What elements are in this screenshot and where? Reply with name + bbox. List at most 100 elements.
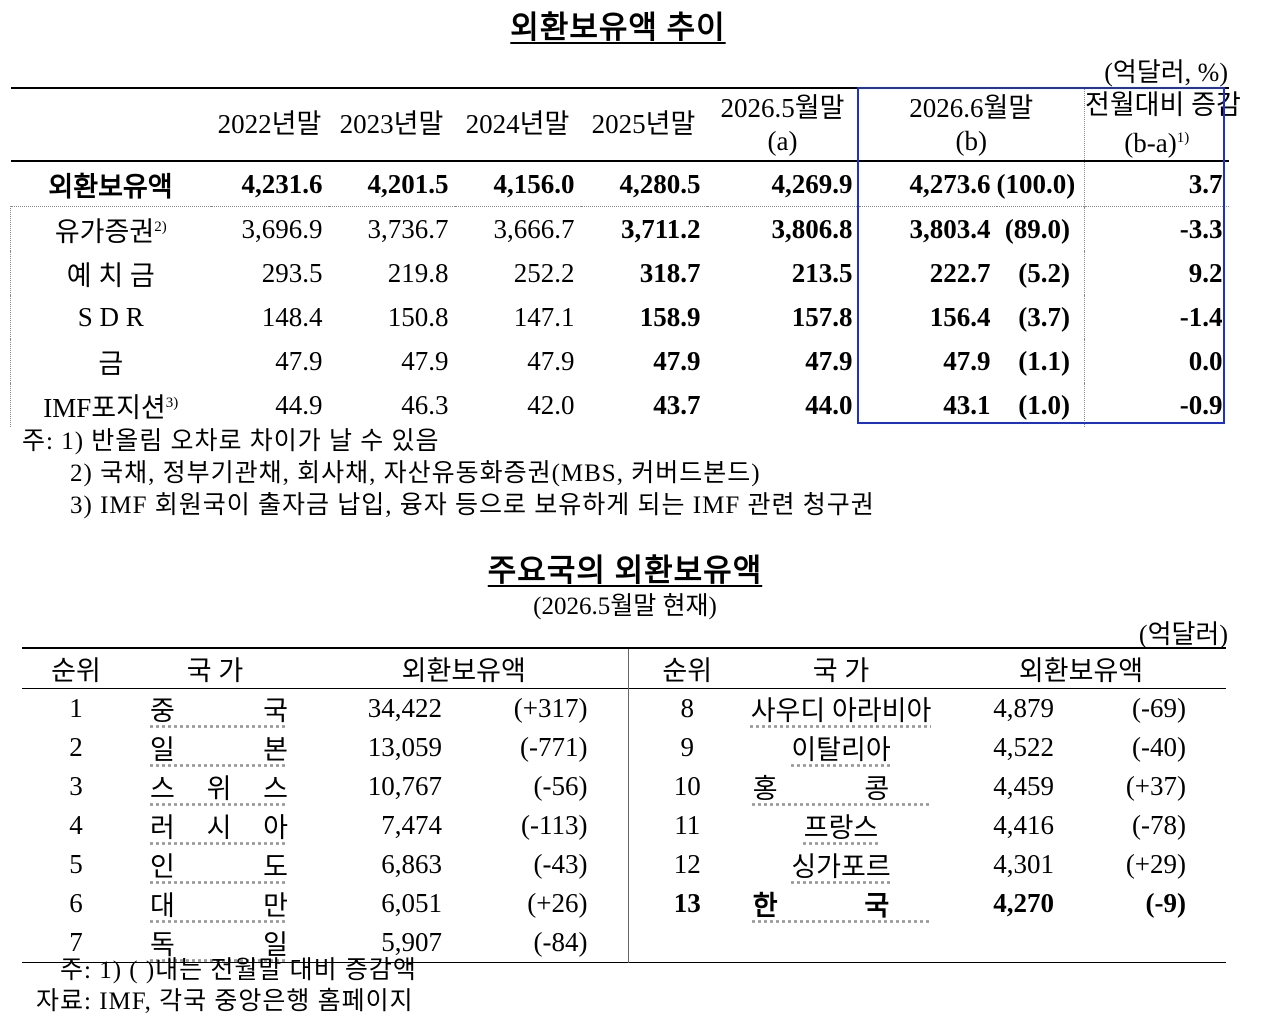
cell-diff: -0.9: [1084, 383, 1229, 427]
rank-right: [627, 923, 747, 963]
cell-v2025: 43.7: [653, 389, 701, 420]
value-right: 4,270: [993, 888, 1055, 918]
header-2026-5: 2026.5월말 (a): [707, 88, 859, 161]
row-label-text: IMF포지션: [43, 392, 166, 423]
country-name: 홍 콩: [752, 774, 930, 804]
table1-note-1: 주: 1) 반올림 오차로 차이가 날 수 있음: [22, 428, 440, 455]
table2-subtitle: (2026.5월말 현재): [533, 593, 717, 620]
rank-right: 12: [627, 845, 747, 884]
table2-row: 3 스 위 스 10,767 (-56) 10 홍 콩 4,459 (+37): [22, 767, 1226, 806]
header-2026-5-line1: 2026.5월말: [720, 92, 845, 123]
rank-left: 7: [69, 927, 83, 957]
table2-row: 7 독 일 5,907 (-84): [22, 923, 1227, 963]
cell-v2024: 4,156.0: [493, 168, 575, 199]
value-left: 6,051: [381, 888, 442, 918]
row-label: 금: [10, 339, 211, 383]
row-label-text: 예 치 금: [66, 260, 155, 291]
cell-v2026-5: 4,269.9: [771, 168, 853, 199]
country-right: 한 국: [746, 884, 936, 923]
country-right: [746, 923, 936, 963]
value-right: 4,416: [993, 810, 1055, 840]
rank-right: 13: [627, 884, 747, 923]
change-left: (-84): [533, 927, 588, 957]
table1-row: S D R 148.4 150.8 147.1 158.9 157.8 156.4 (3.7)…: [10, 295, 1229, 339]
country-left: 인 도: [130, 845, 300, 884]
cell-share: (100.0): [996, 168, 1076, 199]
header-2024: 2024년말: [465, 109, 570, 139]
row-label: IMF포지션3): [10, 383, 211, 427]
country-left: 중 국: [130, 689, 300, 729]
row-label: 예 치 금: [10, 251, 211, 295]
cell-v2026-6: 3,803.4: [909, 213, 991, 244]
cell-v2025: 4,280.5: [619, 168, 701, 199]
cell-v2024: 147.1: [513, 301, 575, 332]
cell-v2025: 318.7: [639, 257, 701, 288]
major-countries-table: 순위 국 가 외환보유액 순위 국 가 외환보유액 1 중 국 34,422 (+31…: [22, 647, 1227, 963]
rank-right: 10: [627, 767, 747, 806]
table2-header-row: 순위 국 가 외환보유액 순위 국 가 외환보유액: [22, 648, 1227, 689]
header-2026-6: 2026.6월말 (b): [859, 88, 1085, 161]
cell-v2026-5: 3,806.8: [771, 213, 853, 244]
cell-v2023: 4,201.5: [367, 168, 449, 199]
change-right: (-78): [1132, 810, 1187, 840]
value-left: 10,767: [367, 771, 442, 801]
rank-left: 6: [69, 888, 83, 918]
country-name: 인 도: [150, 852, 288, 882]
table2-source: 자료: IMF, 각국 중앙은행 홈페이지: [36, 988, 414, 1015]
cell-v2026-5: 47.9: [805, 345, 853, 376]
cell-v2025: 47.9: [653, 345, 701, 376]
highlight-box: [857, 87, 1225, 424]
header-reserves-right: 외환보유액: [1018, 656, 1144, 686]
country-right: 싱가포르: [746, 845, 936, 884]
row-label: 유가증권2): [10, 206, 211, 251]
cell-share: (89.0): [1004, 213, 1070, 244]
row-label-sup: 2): [154, 218, 167, 235]
change-left: (-113): [521, 810, 588, 840]
value-left: 5,907: [381, 927, 442, 957]
value-right: 4,879: [993, 693, 1055, 723]
country-name: 대 만: [150, 891, 288, 921]
cell-diff: 0.0: [1084, 339, 1229, 383]
header-2022: 2022년말: [217, 109, 322, 139]
table1-unit: (억달러, %): [1104, 58, 1228, 87]
value-left: 7,474: [381, 810, 442, 840]
cell-v2024: 42.0: [527, 389, 575, 420]
cell-v2022: 47.9: [275, 345, 323, 376]
country-right: 사우디 아라비아: [746, 689, 936, 729]
cell-v2022: 3,696.9: [241, 213, 323, 244]
cell-share: (3.7): [1018, 301, 1070, 332]
country-name: 일 본: [150, 735, 288, 765]
country-name: 싱가포르: [791, 852, 891, 882]
rank-left: 5: [69, 849, 83, 879]
reserves-trend-table: 2022년말 2023년말 2024년말 2025년말 2026.5월말 (a) …: [10, 87, 1241, 427]
header-2023: 2023년말: [339, 109, 444, 139]
cell-diff: -1.4: [1084, 295, 1229, 339]
cell-diff: 9.2: [1084, 251, 1229, 295]
country-name: 중 국: [150, 696, 288, 726]
table1-row: 외환보유액 4,231.6 4,201.5 4,156.0 4,280.5 4,269.9…: [10, 161, 1229, 207]
change-right: (+37): [1125, 771, 1187, 801]
value-left: 13,059: [367, 732, 442, 762]
cell-v2023: 150.8: [387, 301, 449, 332]
cell-v2022: 293.5: [261, 257, 323, 288]
country-right: 홍 콩: [746, 767, 936, 806]
header-reserves-left: 외환보유액: [401, 656, 526, 686]
value-right: 4,522: [993, 732, 1055, 762]
cell-share: (1.1): [1018, 345, 1070, 376]
country-name: 프랑스: [803, 813, 879, 843]
table2-row: 4 러 시 아 7,474 (-113) 11 프랑스 4,416 (-78): [22, 806, 1226, 845]
rank-right: 8: [627, 688, 747, 728]
cell-v2023: 3,736.7: [367, 213, 449, 244]
country-left: 대 만: [130, 884, 300, 923]
row-label-text: S D R: [77, 301, 144, 332]
country-right: 프랑스: [746, 806, 936, 845]
cell-v2026-5: 44.0: [805, 389, 853, 420]
value-right: [936, 923, 1062, 963]
header-2026-6-line1: 2026.6월말: [909, 92, 1034, 123]
change-left: (-771): [520, 732, 588, 762]
header-country-right: 국 가: [812, 656, 870, 686]
change-left: (+317): [513, 693, 588, 723]
cell-v2024: 47.9: [527, 345, 575, 376]
row-label: S D R: [10, 295, 211, 339]
cell-v2023: 219.8: [387, 257, 449, 288]
